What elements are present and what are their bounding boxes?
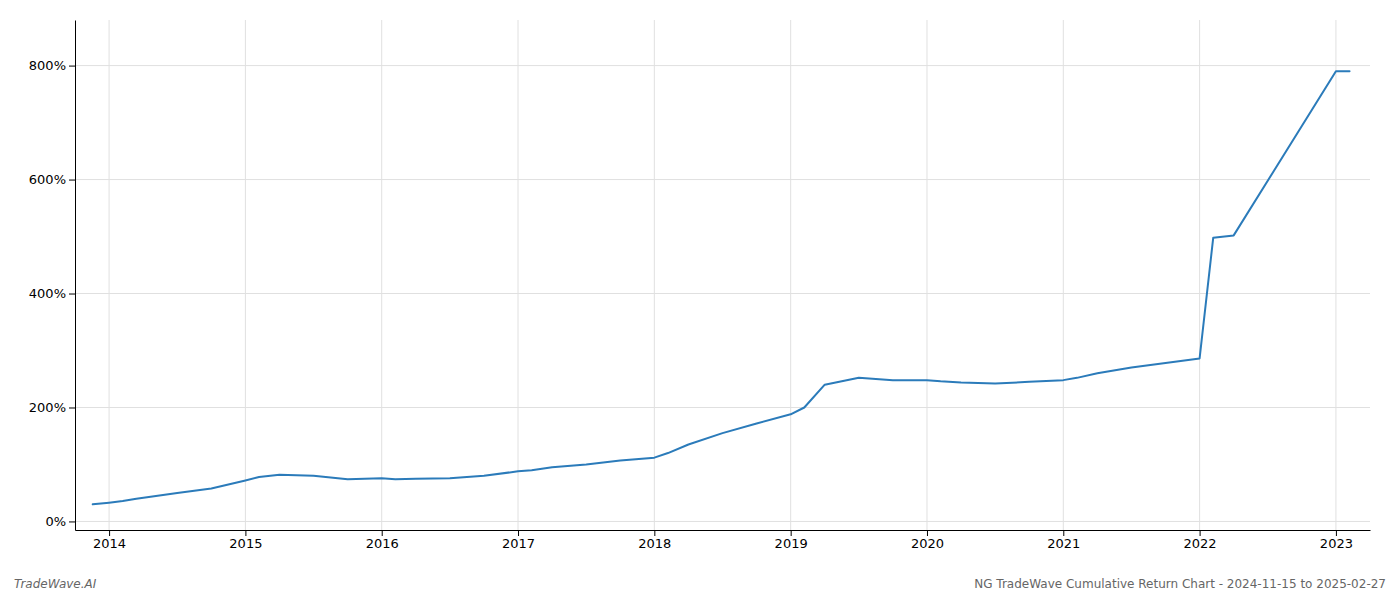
tick: 800% xyxy=(29,58,75,73)
grid xyxy=(75,20,1370,530)
tick-label: 2020 xyxy=(911,536,944,551)
tick-label: 2016 xyxy=(366,536,399,551)
tick-label: 2022 xyxy=(1184,536,1217,551)
grid-line-x xyxy=(654,20,655,530)
footer-left: TradeWave.AI xyxy=(14,577,97,591)
tick-label: 2018 xyxy=(638,536,671,551)
grid-line-x xyxy=(790,20,791,530)
tick: 2020 xyxy=(911,530,944,551)
tick-label: 200% xyxy=(29,400,66,415)
tick-mark xyxy=(69,521,75,522)
tick: 0% xyxy=(45,514,75,529)
tick-mark xyxy=(245,530,246,536)
tick: 2018 xyxy=(638,530,671,551)
tick: 2022 xyxy=(1184,530,1217,551)
tick-label: 2021 xyxy=(1047,536,1080,551)
tick: 200% xyxy=(29,400,75,415)
grid-line-x xyxy=(381,20,382,530)
tick-mark xyxy=(1200,530,1201,536)
tick-label: 2019 xyxy=(775,536,808,551)
tick: 2017 xyxy=(502,530,535,551)
grid-line-y xyxy=(75,179,1370,180)
tick: 2019 xyxy=(775,530,808,551)
tick: 600% xyxy=(29,172,75,187)
tick-mark xyxy=(1063,530,1064,536)
tick-label: 800% xyxy=(29,58,66,73)
tick-mark xyxy=(69,180,75,181)
grid-line-x xyxy=(245,20,246,530)
tick-mark xyxy=(69,294,75,295)
tick: 2021 xyxy=(1047,530,1080,551)
axis-line xyxy=(75,21,76,531)
grid-line-x xyxy=(518,20,519,530)
tick-mark xyxy=(518,530,519,536)
grid-line-y xyxy=(75,407,1370,408)
line xyxy=(93,71,1350,504)
tick: 2016 xyxy=(366,530,399,551)
tick: 2023 xyxy=(1320,530,1353,551)
tick-mark xyxy=(1336,530,1337,536)
plot-area: 2014 2015 2016 2017 2018 2019 2020 2021 2022 2023… xyxy=(29,20,1371,551)
tick: 2014 xyxy=(93,530,126,551)
tick-label: 400% xyxy=(29,286,66,301)
grid-line-x xyxy=(1335,20,1336,530)
tick-label: 2023 xyxy=(1320,536,1353,551)
tick-label: 2015 xyxy=(229,536,262,551)
tick-mark xyxy=(382,530,383,536)
grid-line-x xyxy=(109,20,110,530)
tick: 400% xyxy=(29,286,75,301)
tick-mark xyxy=(69,407,75,408)
grid-line-x xyxy=(1063,20,1064,530)
grid-line-y xyxy=(75,521,1370,522)
tick-mark xyxy=(927,530,928,536)
marks xyxy=(93,71,1350,504)
tick-label: 600% xyxy=(29,172,66,187)
x-axis: 2014 2015 2016 2017 2018 2019 2020 2021 2022 2023 xyxy=(76,530,1371,551)
tick-mark xyxy=(69,66,75,67)
tick-mark xyxy=(654,530,655,536)
grid-line-y xyxy=(75,293,1370,294)
grid-line-x xyxy=(1199,20,1200,530)
footer-right: NG TradeWave Cumulative Return Chart - 2… xyxy=(974,577,1386,591)
tick-label: 2017 xyxy=(502,536,535,551)
tick-label: 0% xyxy=(45,514,66,529)
grid-line-y xyxy=(75,65,1370,66)
y-axis: 0% 200% 400% 600% 800% xyxy=(29,21,76,531)
chart: 2014 2015 2016 2017 2018 2019 2020 2021 2022 2023… xyxy=(0,0,1400,600)
axis-line xyxy=(76,530,1371,531)
grid-line-x xyxy=(926,20,927,530)
tick-mark xyxy=(791,530,792,536)
tick-mark xyxy=(109,530,110,536)
tick-label: 2014 xyxy=(93,536,126,551)
tick: 2015 xyxy=(229,530,262,551)
